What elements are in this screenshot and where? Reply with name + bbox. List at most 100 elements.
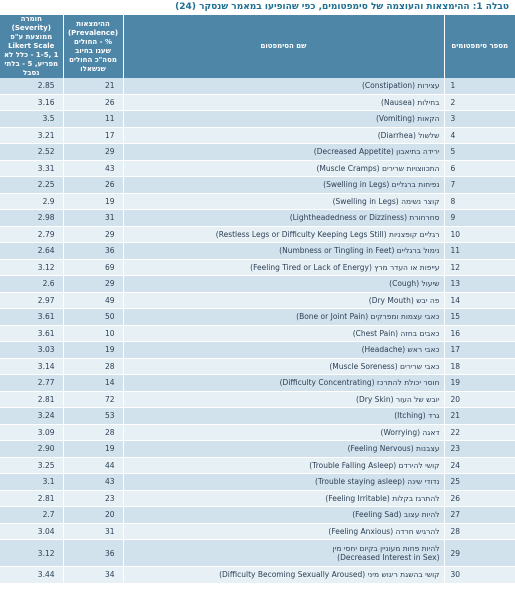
- symptom-name-text: יובש של העור (Dry Skin): [356, 394, 440, 404]
- table-row: 30 קושי בהשגת ריגוש מיני (Difficulty Beco…: [0, 566, 515, 584]
- cell-prevalence: 43: [62, 473, 123, 491]
- cell-severity: 2.64: [0, 242, 63, 260]
- cell-symptom-name: בחילות (Nausea): [122, 94, 444, 111]
- table-row: 18 כאבי שרירים (Muscle Soreness) 28 3.14: [0, 358, 515, 375]
- cell-severity: 3.21: [0, 127, 63, 144]
- cell-symptom-name: שיעול (Cough): [122, 275, 444, 293]
- cell-symptom-name: עצבנות (Feeling Nervous): [122, 440, 444, 458]
- cell-severity: 3.25: [0, 457, 63, 474]
- cell-symptom-name: להיות עצוב (Feeling Sad): [122, 506, 444, 524]
- symptom-name-text: גרד (Itching): [394, 411, 440, 421]
- cell-symptom-name: כאבים בחזה (Chest Pain): [122, 325, 444, 342]
- symptom-name-text: להיות עצוב (Feeling Sad): [352, 510, 440, 520]
- cell-severity: 3.31: [0, 160, 63, 177]
- table-row: 14 פה יבש (Dry Mouth) 49 2.97: [0, 292, 515, 309]
- cell-severity: 3.61: [0, 308, 63, 326]
- cell-prevalence: 23: [62, 490, 123, 507]
- table-row: 19 חוסר יכולת להתרכז (Difficulty Concentr…: [0, 374, 515, 392]
- symptom-name-text: דאגה (Worrying): [380, 427, 440, 437]
- cell-severity: 2.85: [0, 78, 63, 95]
- cell-symptom-name: להתרגז בקלות (Feeling Irritable): [122, 490, 444, 507]
- cell-number: 22: [443, 424, 515, 441]
- table-row: 27 להיות עצוב (Feeling Sad) 20 2.7: [0, 506, 515, 524]
- cell-number: 26: [443, 490, 515, 507]
- cell-severity: 3.61: [0, 325, 63, 342]
- cell-number: 30: [443, 566, 515, 584]
- cell-severity: 3.12: [0, 259, 63, 276]
- cell-number: 25: [443, 473, 515, 491]
- cell-symptom-name: נדודי שינה (Trouble staying asleep): [122, 473, 444, 491]
- cell-number: 18: [443, 358, 515, 375]
- table-row: 22 דאגה (Worrying) 28 3.09: [0, 424, 515, 441]
- cell-symptom-name: נפיחות ברגליים (Swelling in Legs): [122, 176, 444, 194]
- cell-prevalence: 36: [62, 242, 123, 260]
- table-row: 1 עצירות (Constipation) 21 2.85: [0, 78, 515, 95]
- cell-number: 4: [443, 127, 515, 144]
- cell-symptom-name: קוצר נשימה (Swelling in Legs): [122, 193, 444, 210]
- cell-severity: 2.81: [0, 490, 63, 507]
- cell-prevalence: 28: [62, 358, 123, 375]
- table-row: 20 יובש של העור (Dry Skin) 72 2.81: [0, 391, 515, 408]
- cell-number: 16: [443, 325, 515, 342]
- cell-number: 28: [443, 523, 515, 540]
- cell-prevalence: 10: [62, 325, 123, 342]
- cell-symptom-name: ירידה בתיאבון (Decreased Appetite): [122, 143, 444, 161]
- cell-number: 7: [443, 176, 515, 194]
- cell-severity: 2.79: [0, 226, 63, 243]
- cell-severity: 3.24: [0, 407, 63, 425]
- table-row: 12 עייפות או העדר מרץ (Feeling Tired or L…: [0, 259, 515, 276]
- cell-prevalence: 14: [62, 374, 123, 392]
- cell-prevalence: 49: [62, 292, 123, 309]
- table-row: 17 כאבי ראש (Headache) 19 3.03: [0, 341, 515, 359]
- cell-symptom-name: יובש של העור (Dry Skin): [122, 391, 444, 408]
- symptom-name-text: הקאות (Vomiting): [375, 114, 440, 124]
- cell-symptom-name: כאבי שרירים (Muscle Soreness): [122, 358, 444, 375]
- cell-severity: 3.12: [0, 539, 63, 567]
- cell-symptom-name: קושי בהשגת ריגוש מיני (Difficulty Becomi…: [122, 566, 444, 584]
- table-row: 8 קוצר נשימה (Swelling in Legs) 19 2.9: [0, 193, 515, 210]
- cell-prevalence: 21: [62, 78, 123, 95]
- cell-prevalence: 26: [62, 94, 123, 111]
- cell-severity: 3.03: [0, 341, 63, 359]
- table-row: 16 כאבים בחזה (Chest Pain) 10 3.61: [0, 325, 515, 342]
- cell-severity: 2.7: [0, 506, 63, 524]
- symptom-name-text: התכווצויות שרירים (Muscle Cramps): [316, 163, 440, 173]
- cell-number: 27: [443, 506, 515, 524]
- cell-prevalence: 29: [62, 226, 123, 243]
- cell-number: 6: [443, 160, 515, 177]
- symptoms-table: מספר סימפטומים שם הסימפטום ההימצאות (Pre…: [0, 15, 515, 584]
- cell-prevalence: 44: [62, 457, 123, 474]
- cell-prevalence: 69: [62, 259, 123, 276]
- cell-symptom-name: גרד (Itching): [122, 407, 444, 425]
- cell-severity: 2.9: [0, 193, 63, 210]
- symptom-name-text: להיות פחות מעוניין בקיום יחסי מין: [332, 544, 440, 553]
- table-row: 24 קושי להירדם (Trouble Falling Asleep) 44…: [0, 457, 515, 474]
- cell-severity: 2.25: [0, 176, 63, 194]
- cell-severity: 2.98: [0, 209, 63, 227]
- symptom-name-text: כאבי עצמות ומפרקים (Bone or Joint Pain): [296, 312, 440, 322]
- table-row: 25 נדודי שינה (Trouble staying asleep) 43 3…: [0, 473, 515, 491]
- cell-prevalence: 19: [62, 193, 123, 210]
- table-row: 21 גרד (Itching) 53 3.24: [0, 407, 515, 425]
- cell-prevalence: 50: [62, 308, 123, 326]
- cell-prevalence: 34: [62, 566, 123, 584]
- symptom-name-text: ירידה בתיאבון (Decreased Appetite): [313, 147, 440, 157]
- symptom-name-text: קושי להירדם (Trouble Falling Asleep): [309, 460, 440, 470]
- symptom-name-text: קושי בהשגת ריגוש מיני (Difficulty Becomi…: [219, 570, 440, 580]
- cell-number: 3: [443, 110, 515, 128]
- table-body: 1 עצירות (Constipation) 21 2.85 2 בחילות (Nau…: [0, 78, 515, 584]
- cell-symptom-name: כאבי עצמות ומפרקים (Bone or Joint Pain): [122, 308, 444, 326]
- table-row: 28 להרגיש חרדה (Feeling Anxious) 31 3.04: [0, 523, 515, 540]
- table-row: 9 סחרחורת (Lightheadedness or Dizziness) 3…: [0, 209, 515, 227]
- cell-number: 5: [443, 143, 515, 161]
- cell-symptom-name: עצירות (Constipation): [122, 78, 444, 95]
- table-row: 2 בחילות (Nausea) 26 3.16: [0, 94, 515, 111]
- cell-number: 21: [443, 407, 515, 425]
- cell-number: 15: [443, 308, 515, 326]
- table-row: 4 שלשול (Diarrhea) 17 3.21: [0, 127, 515, 144]
- cell-severity: 3.09: [0, 424, 63, 441]
- cell-number: 9: [443, 209, 515, 227]
- cell-number: 23: [443, 440, 515, 458]
- cell-symptom-name: נימול ברגליים (Numbness or Tingling in F…: [122, 242, 444, 260]
- table-row: 29 להיות פחות מעוניין בקיום יחסי מין (Decr…: [0, 539, 515, 567]
